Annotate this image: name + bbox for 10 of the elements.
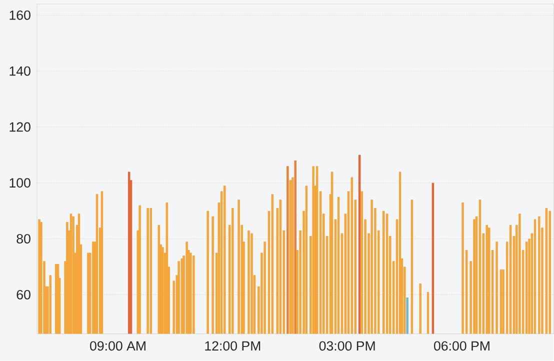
x-tick-label: 03:00 PM	[319, 341, 375, 351]
x-tick-label: 09:00 AM	[90, 341, 146, 351]
y-tick-label: 140	[10, 66, 30, 76]
y-tick-label: 160	[10, 10, 30, 20]
x-tick-label: 12:00 PM	[205, 341, 260, 351]
y-tick-label: 100	[10, 178, 30, 188]
x-tick-label: 06:00 PM	[434, 341, 490, 351]
y-tick-label: 80	[16, 234, 30, 244]
y-tick-label: 120	[10, 122, 30, 132]
y-tick-label: 60	[16, 290, 30, 300]
